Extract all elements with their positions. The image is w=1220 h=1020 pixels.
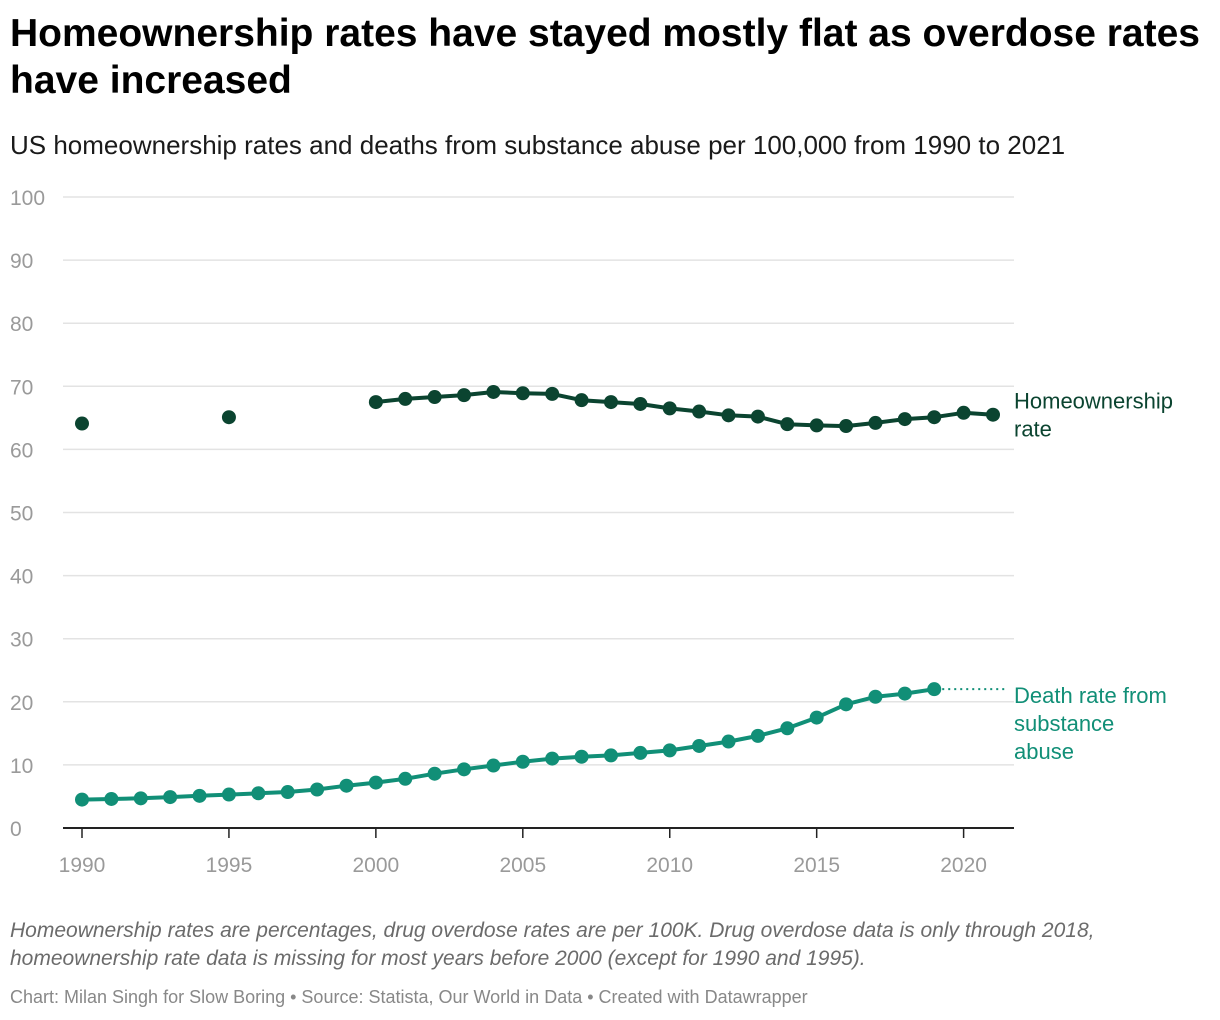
series-1-point-2008 <box>603 748 618 763</box>
x-tick-label-1995: 1995 <box>206 854 253 877</box>
series-group <box>75 384 1005 807</box>
series-0-point-2010 <box>662 401 677 416</box>
series-0-label-line-0: Homeownership <box>1014 389 1173 414</box>
series-labels: Homeownership rate Death rate from substanc… <box>1014 389 1173 764</box>
series-0-point-2017 <box>868 415 883 430</box>
series-0-point-2020 <box>956 405 971 420</box>
gridlines <box>63 196 1014 766</box>
x-tick-label-2015: 2015 <box>793 854 840 877</box>
series-0-point-1990 <box>75 416 89 431</box>
line-chart: 0 10 20 30 40 50 60 70 80 90 100 1990 1995 2000 2005 2… <box>10 187 1173 877</box>
y-tick-label-100: 100 <box>10 187 45 210</box>
y-tick-label-70: 70 <box>10 376 33 399</box>
series-1-point-1998 <box>310 782 325 797</box>
series-1-point-2007 <box>574 749 589 764</box>
series-1-point-2001 <box>398 771 413 786</box>
series-1-point-2018 <box>897 686 912 701</box>
x-axis: 1990 1995 2000 2005 2010 2015 2020 <box>59 827 1014 877</box>
series-1-point-2000 <box>368 775 383 790</box>
x-tick-label-2000: 2000 <box>353 854 400 877</box>
chart-notes: Homeownership rates are percentages, dru… <box>10 919 1095 970</box>
series-0-point-2001 <box>398 391 413 406</box>
series-1-point-1999 <box>339 778 354 793</box>
series-1-point-2015 <box>809 710 824 725</box>
series-0-point-2007 <box>574 393 589 408</box>
series-1-label-line-2: abuse <box>1014 739 1074 764</box>
series-1-point-1997 <box>280 785 295 800</box>
series-1-point-2019 <box>927 682 942 697</box>
series-0-point-2012 <box>721 408 736 423</box>
chart-subtitle: US homeownership rates and deaths from s… <box>10 130 1066 160</box>
chart-byline: Chart: Milan Singh for Slow Boring • Sou… <box>10 987 808 1007</box>
series-1-point-2011 <box>692 738 707 753</box>
x-tick-label-2020: 2020 <box>940 854 987 877</box>
series-1-point-2004 <box>486 758 501 773</box>
series-1-point-2013 <box>750 728 765 743</box>
series-1-point-2006 <box>545 751 560 766</box>
series-0-point-2011 <box>692 404 707 419</box>
series-0-point-2019 <box>927 410 942 425</box>
series-0-point-2014 <box>780 417 795 432</box>
series-1-point-1990 <box>75 792 89 807</box>
series-1-label-line-1: substance <box>1014 711 1114 736</box>
series-1-point-1995 <box>221 787 236 802</box>
series-1-point-1991 <box>104 791 119 806</box>
series-1-point-2012 <box>721 734 736 749</box>
series-1-point-2010 <box>662 743 677 758</box>
series-0-point-2021 <box>986 407 1000 422</box>
y-tick-label-30: 30 <box>10 629 33 652</box>
x-tick-label-2005: 2005 <box>499 854 546 877</box>
chart-title: Homeownership rates have stayed mostly f… <box>10 12 1200 102</box>
y-tick-label-90: 90 <box>10 250 33 273</box>
series-0-point-2009 <box>633 396 648 411</box>
series-1-point-2014 <box>780 721 795 736</box>
y-tick-label-60: 60 <box>10 439 33 462</box>
series-1-point-1992 <box>133 791 148 806</box>
series-0-point-1995 <box>221 410 236 425</box>
y-tick-label-20: 20 <box>10 692 33 715</box>
series-0-point-2013 <box>750 409 765 424</box>
series-1-line-0 <box>80 687 937 802</box>
y-axis-tick-labels: 0 10 20 30 40 50 60 70 80 90 100 <box>10 187 45 841</box>
y-tick-label-50: 50 <box>10 503 33 526</box>
y-tick-label-80: 80 <box>10 313 33 336</box>
series-0-point-2000 <box>368 395 383 410</box>
series-0-point-2008 <box>603 395 618 410</box>
series-1-point-1993 <box>163 790 178 805</box>
x-tick-label-2010: 2010 <box>646 854 693 877</box>
series-0-label-line-1: rate <box>1014 417 1052 442</box>
series-0-point-2003 <box>457 388 472 403</box>
series-0-point-2016 <box>839 419 854 434</box>
y-tick-label-40: 40 <box>10 566 33 589</box>
series-1 <box>75 682 1005 807</box>
series-0-point-2004 <box>486 384 501 399</box>
series-0-point-2006 <box>545 386 560 401</box>
series-1-point-2017 <box>868 689 883 704</box>
series-0 <box>75 384 1000 434</box>
x-tick-label-1990: 1990 <box>59 854 106 877</box>
series-0-point-2015 <box>809 418 824 433</box>
series-1-point-2016 <box>839 697 854 712</box>
series-1-point-2009 <box>633 745 648 760</box>
series-1-point-2003 <box>457 762 472 777</box>
series-1-point-2005 <box>515 754 530 769</box>
y-tick-label-0: 0 <box>10 818 22 841</box>
series-0-point-2005 <box>515 386 530 401</box>
y-tick-label-10: 10 <box>10 755 33 778</box>
series-1-point-1994 <box>192 788 207 803</box>
series-1-point-1996 <box>251 786 266 801</box>
series-0-point-2018 <box>897 412 912 427</box>
series-0-line-2 <box>373 390 995 429</box>
series-1-label-line-0: Death rate from <box>1014 683 1167 708</box>
series-1-point-2002 <box>427 766 442 781</box>
series-0-point-2002 <box>427 390 442 405</box>
